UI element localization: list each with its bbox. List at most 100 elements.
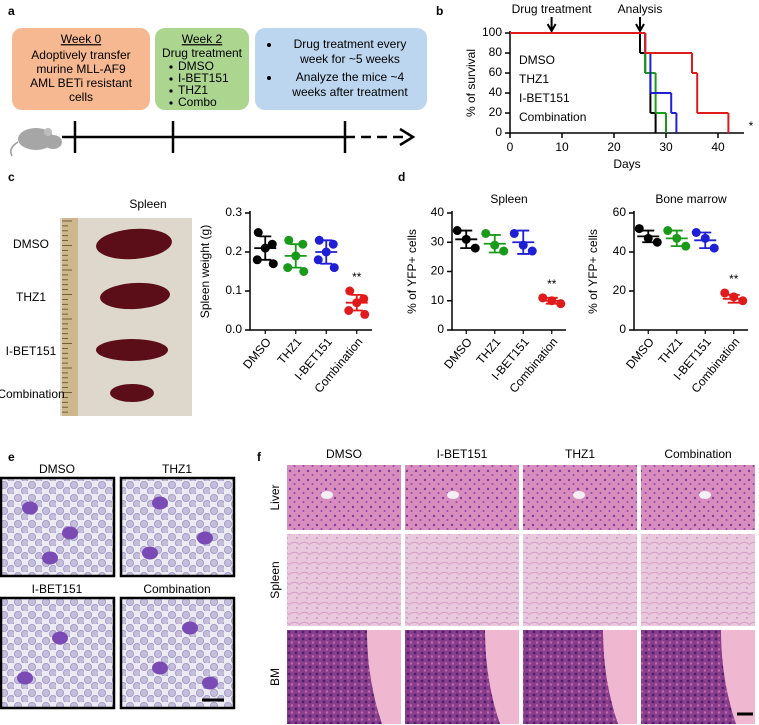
- box-item: Combo: [178, 95, 217, 109]
- data-point: [738, 296, 748, 306]
- smear-label: DMSO: [39, 462, 75, 476]
- data-point: [313, 255, 323, 265]
- panel-label: e: [8, 450, 15, 464]
- chart-title: Spleen: [490, 192, 527, 206]
- blast-cell: [152, 496, 168, 510]
- y-tick-label: 20: [613, 283, 627, 297]
- y-tick-label: 0.2: [225, 244, 242, 258]
- y-axis-label: % of YFP+ cells: [405, 229, 419, 314]
- blast-cell: [62, 526, 78, 540]
- blast-cell: [142, 546, 158, 560]
- panel-label: f: [257, 450, 262, 464]
- y-tick-label: 40: [431, 205, 445, 219]
- bullet: [267, 76, 271, 80]
- ruler: [62, 218, 78, 416]
- y-tick-label: 0: [495, 125, 502, 139]
- data-point: [663, 226, 673, 236]
- data-point: [328, 239, 338, 249]
- data-point: [634, 224, 644, 234]
- y-tick-label: 10: [431, 293, 445, 307]
- y-tick-label: 0.0: [225, 322, 242, 336]
- photo-label: DMSO: [13, 237, 49, 251]
- y-tick-label: 30: [431, 234, 445, 248]
- bone: [603, 630, 637, 724]
- box-item: I-BET151: [178, 71, 229, 85]
- box-text: Drug treatment every: [294, 37, 407, 51]
- data-point: [720, 288, 730, 298]
- spleen-organ: [110, 384, 154, 402]
- data-point: [359, 294, 369, 304]
- data-point: [509, 228, 519, 238]
- error-bar: [517, 229, 530, 255]
- blast-cell: [52, 631, 68, 645]
- legend-label: I-BET151: [519, 91, 570, 105]
- spleen-organ: [100, 282, 170, 310]
- error-bar: [350, 294, 363, 312]
- error-bar: [545, 296, 558, 305]
- error-bar: [699, 231, 712, 249]
- photo-label: THZ1: [16, 290, 46, 304]
- annotation: Drug treatment: [512, 2, 593, 16]
- panel-label: b: [436, 4, 443, 18]
- error-bar: [460, 229, 473, 249]
- mouse-ear: [44, 128, 52, 136]
- later-box: [255, 28, 427, 110]
- legend-label: DMSO: [519, 53, 555, 67]
- x-tick-label: 40: [711, 140, 725, 154]
- data-point: [267, 239, 277, 249]
- blast-cell: [22, 501, 38, 515]
- axis: [633, 211, 748, 331]
- significance: *: [749, 119, 754, 133]
- x-tick-label: 0: [507, 140, 514, 154]
- bone: [485, 630, 519, 724]
- x-tick-label: 20: [607, 140, 621, 154]
- x-tick-label: DMSO: [623, 335, 657, 372]
- y-axis-label: Spleen weight (g): [198, 225, 212, 318]
- x-tick-label: THZ1: [274, 335, 304, 367]
- data-point: [298, 239, 308, 249]
- error-bar: [488, 234, 501, 254]
- y-axis-label: % of YFP+ cells: [586, 229, 600, 314]
- data-point: [527, 246, 537, 256]
- box-text: week for ~5 weeks: [299, 52, 400, 66]
- y-tick-label: 0.3: [225, 205, 242, 219]
- data-point: [284, 235, 294, 245]
- mouse-head: [44, 135, 62, 149]
- panel-label: d: [398, 170, 405, 184]
- photo-title: Spleen: [129, 197, 166, 211]
- y-tick-label: 20: [489, 105, 503, 119]
- data-point: [268, 259, 278, 269]
- data-point: [481, 228, 491, 238]
- photo-label: I-BET151: [6, 344, 57, 358]
- box-text: Adoptively transfer: [31, 48, 130, 62]
- box-item: THZ1: [178, 83, 208, 97]
- bullet: [169, 77, 173, 81]
- significance: **: [352, 270, 362, 284]
- y-tick-label: 0: [437, 322, 444, 336]
- histology-row: BM: [268, 668, 282, 686]
- y-axis-label: % of survival: [464, 49, 478, 117]
- timeline-arrow: [399, 127, 416, 147]
- error-bar: [642, 229, 655, 244]
- x-axis-label: Days: [613, 157, 640, 171]
- data-point: [314, 235, 324, 245]
- x-tick-label: 30: [659, 140, 673, 154]
- vessel: [321, 491, 333, 499]
- y-tick-label: 60: [489, 65, 503, 79]
- data-point: [283, 263, 293, 273]
- error-bar: [289, 243, 302, 269]
- data-point: [499, 246, 509, 256]
- week0-box: [12, 28, 150, 110]
- histology-row: Spleen: [268, 561, 282, 598]
- box-item: DMSO: [178, 59, 214, 73]
- bone: [721, 630, 755, 724]
- legend-label: Combination: [519, 110, 586, 124]
- error-bar: [670, 229, 683, 248]
- vessel: [699, 491, 711, 499]
- data-point: [345, 286, 355, 296]
- box-text: weeks after treatment: [291, 85, 408, 99]
- histology-image: [405, 465, 519, 530]
- annotation: Analysis: [618, 2, 663, 16]
- smear-image: [0, 596, 116, 710]
